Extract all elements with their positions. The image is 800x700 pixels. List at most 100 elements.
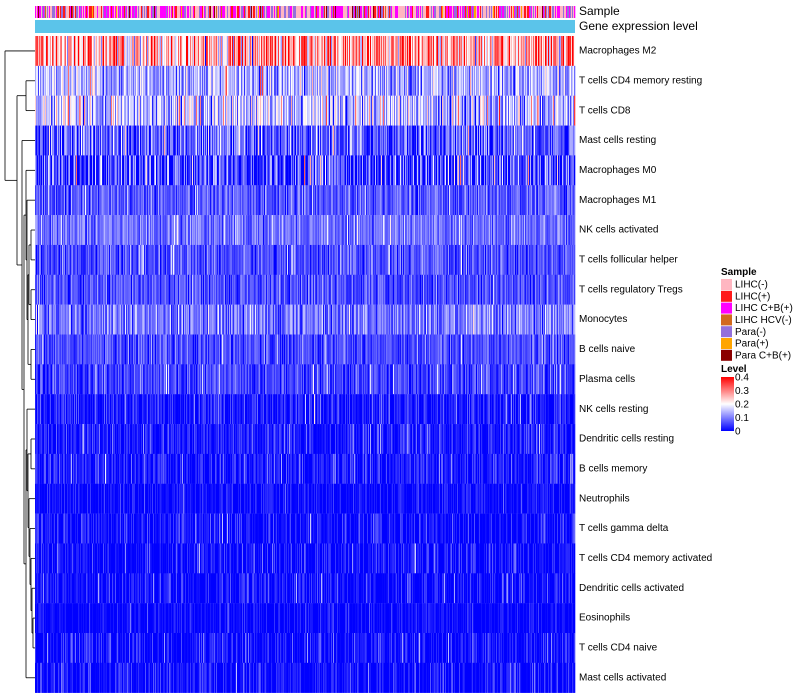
- heatmap-cell: [561, 95, 563, 126]
- heatmap-cell: [321, 36, 323, 67]
- heatmap-cell: [91, 155, 93, 186]
- heatmap-cell: [155, 155, 157, 186]
- heatmap-cell: [209, 95, 211, 126]
- heatmap-cell: [56, 65, 58, 96]
- heatmap-cell: [332, 155, 334, 186]
- heatmap-cell: [306, 95, 308, 126]
- heatmap-cell: [414, 125, 416, 156]
- heatmap-cell: [209, 65, 211, 96]
- heatmap-cell: [96, 65, 98, 96]
- heatmap-cell: [572, 95, 574, 126]
- heatmap-cell: [230, 125, 232, 156]
- heatmap-cell: [183, 36, 185, 67]
- heatmap-cell: [92, 36, 94, 67]
- heatmap-cell: [217, 65, 219, 96]
- heatmap-cell: [93, 95, 95, 126]
- sample-cell: [74, 6, 76, 18]
- sample-cell: [72, 6, 74, 18]
- heatmap-cell: [91, 95, 93, 126]
- heatmap-cell: [207, 155, 209, 186]
- heatmap-cell: [313, 125, 315, 156]
- heatmap-cell: [269, 95, 271, 126]
- heatmap-cell: [143, 95, 145, 126]
- heatmap-cell: [525, 125, 527, 156]
- heatmap-cell: [290, 36, 292, 67]
- heatmap-cell: [286, 125, 288, 156]
- heatmap-cell: [406, 36, 408, 67]
- sample-cell: [39, 6, 41, 18]
- heatmap-cell: [432, 125, 434, 156]
- sample-cell: [307, 6, 309, 18]
- heatmap-cell: [389, 65, 391, 96]
- sample-cell: [135, 6, 137, 18]
- heatmap-cell: [519, 95, 521, 126]
- heatmap-cell: [317, 65, 319, 96]
- heatmap-cell: [445, 65, 447, 96]
- heatmap-cell: [158, 125, 160, 156]
- sample-cell: [226, 6, 228, 18]
- heatmap-cell: [60, 155, 62, 186]
- heatmap-cell: [231, 125, 233, 156]
- heatmap-cell: [141, 95, 143, 126]
- sample-cell: [375, 6, 377, 18]
- heatmap-cell: [135, 95, 137, 126]
- sample-cell: [330, 6, 332, 18]
- heatmap-cell: [306, 65, 308, 96]
- heatmap-cell: [120, 36, 122, 67]
- heatmap-cell: [174, 65, 176, 96]
- heatmap-cell: [326, 125, 328, 156]
- heatmap-cell: [489, 95, 491, 126]
- heatmap-cell: [326, 65, 328, 96]
- heatmap-cell: [68, 36, 70, 67]
- heatmap-cell: [561, 125, 563, 156]
- heatmap-cell: [216, 125, 218, 156]
- sample-cell: [121, 6, 123, 18]
- heatmap-cell: [165, 65, 167, 96]
- heatmap-cell: [178, 36, 180, 67]
- heatmap-cell: [39, 95, 41, 126]
- sample-cell: [217, 6, 219, 18]
- heatmap-cell: [213, 155, 215, 186]
- heatmap-cell: [573, 65, 575, 96]
- heatmap-cell: [142, 65, 144, 96]
- heatmap-cell: [342, 125, 344, 156]
- heatmap-cell: [127, 95, 129, 126]
- heatmap-cell: [286, 65, 288, 96]
- heatmap-cell: [444, 36, 446, 67]
- heatmap-cell: [444, 95, 446, 126]
- heatmap-cell: [424, 36, 426, 67]
- heatmap-cell: [174, 125, 176, 156]
- heatmap-cell: [64, 125, 66, 156]
- heatmap-cell: [196, 155, 198, 186]
- heatmap-cell: [113, 95, 115, 126]
- heatmap-cell: [366, 36, 368, 67]
- heatmap-cell: [449, 125, 451, 156]
- heatmap-cell: [229, 155, 231, 186]
- sample-cell: [488, 6, 490, 18]
- heatmap-cell: [530, 95, 532, 126]
- heatmap-cell: [123, 125, 125, 156]
- sample-cell: [535, 6, 537, 18]
- heatmap-cell: [212, 155, 214, 186]
- sample-cell: [265, 6, 267, 18]
- sample-cell: [351, 6, 353, 18]
- heatmap-cell: [445, 95, 447, 126]
- heatmap-cell: [171, 125, 173, 156]
- heatmap-cell: [546, 95, 548, 126]
- heatmap-cell: [500, 36, 502, 67]
- heatmap-cell: [187, 65, 189, 96]
- sample-cell: [281, 6, 283, 18]
- heatmap-cell: [269, 36, 271, 67]
- heatmap-cell: [220, 155, 222, 186]
- heatmap-cell: [560, 36, 562, 67]
- heatmap-cell: [427, 65, 429, 96]
- heatmap-cell: [206, 125, 208, 156]
- heatmap-cell: [357, 95, 359, 126]
- heatmap-cell: [287, 155, 289, 186]
- sample-cell: [150, 6, 152, 18]
- heatmap-cell: [474, 65, 476, 96]
- heatmap-cell: [193, 65, 195, 96]
- heatmap-cell: [157, 95, 159, 126]
- heatmap-cell: [234, 36, 236, 67]
- heatmap-cell: [395, 65, 397, 96]
